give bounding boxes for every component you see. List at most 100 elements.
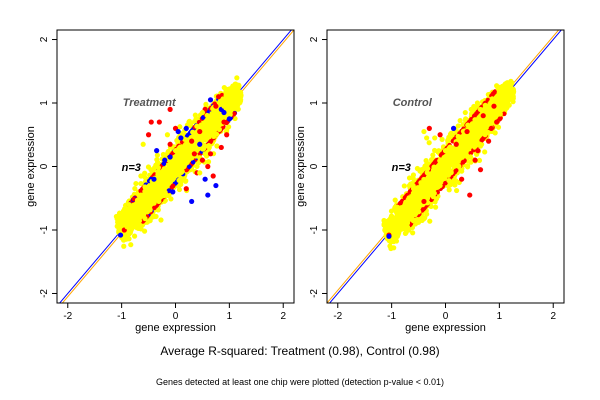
cloud-point xyxy=(507,95,513,101)
y-tick-label: -1 xyxy=(39,225,50,234)
cloud-point xyxy=(232,115,238,122)
data-point-blue xyxy=(202,176,208,182)
data-point-yellow xyxy=(448,170,454,176)
data-point-yellow xyxy=(432,135,438,141)
cloud-point xyxy=(502,107,508,113)
data-point-yellow xyxy=(143,208,149,214)
cloud-point xyxy=(148,186,154,192)
cloud-point xyxy=(473,121,479,128)
x-axis-label: gene expression xyxy=(135,322,216,334)
cloud-point xyxy=(159,183,165,189)
edge-point xyxy=(200,115,206,120)
cloud-point xyxy=(442,175,448,181)
cloud-point xyxy=(440,171,446,177)
data-point-red xyxy=(453,141,459,147)
series-yellow xyxy=(402,128,454,224)
cloud-point xyxy=(390,233,397,239)
data-point-yellow xyxy=(424,135,430,141)
data-point-yellow xyxy=(413,217,419,224)
data-point-blue xyxy=(117,232,124,238)
cloud-point xyxy=(232,86,238,92)
cloud-point xyxy=(136,202,143,208)
cloud-point xyxy=(446,177,452,184)
cloud-point xyxy=(494,106,500,112)
cloud-point xyxy=(402,207,408,213)
cloud-point xyxy=(176,146,182,152)
cloud-point xyxy=(424,165,431,172)
data-point-yellow xyxy=(424,211,430,217)
data-point-blue xyxy=(213,182,219,189)
cloud-point xyxy=(158,189,164,196)
y-axis-label: gene expression xyxy=(295,126,307,207)
edge-point xyxy=(479,138,485,143)
cloud-point xyxy=(464,163,471,169)
data-point-blue xyxy=(207,97,214,103)
cloud-point xyxy=(457,118,463,124)
cloud-point xyxy=(132,185,138,192)
cloud-point xyxy=(451,176,457,183)
data-point-red xyxy=(215,94,222,100)
data-point-blue xyxy=(170,189,176,195)
data-point-yellow xyxy=(178,176,184,182)
data-point-yellow xyxy=(410,182,416,189)
cloud-point xyxy=(150,191,157,197)
cloud-point xyxy=(452,182,458,188)
cloud-point xyxy=(175,138,181,144)
data-point-blue xyxy=(183,125,189,132)
cloud-point xyxy=(402,230,409,236)
cloud-point xyxy=(474,132,480,138)
cloud-point xyxy=(131,233,138,239)
cloud-point xyxy=(401,183,407,189)
cloud-point xyxy=(177,169,183,175)
cloud-point xyxy=(194,123,200,129)
x-tick-label: -1 xyxy=(117,311,126,322)
cloud-point xyxy=(388,215,394,221)
cloud-point xyxy=(165,174,171,180)
x-tick-label: 1 xyxy=(227,311,233,322)
cloud-point xyxy=(126,201,132,208)
cloud-point xyxy=(468,139,474,145)
edge-point xyxy=(190,159,196,165)
cloud-point xyxy=(234,75,240,81)
cloud-point xyxy=(458,142,464,148)
data-point-yellow xyxy=(445,151,451,157)
y-tick-label: 2 xyxy=(39,36,50,42)
cloud-point xyxy=(168,160,174,166)
data-point-red xyxy=(485,138,492,144)
cloud-point xyxy=(225,101,231,107)
x-tick-label: 2 xyxy=(550,311,556,322)
data-point-red xyxy=(156,119,162,125)
cloud-point xyxy=(465,143,471,150)
cloud-point xyxy=(171,154,177,160)
cloud-point xyxy=(476,126,482,133)
y-tick-label: 0 xyxy=(39,163,50,169)
cloud-point xyxy=(477,120,483,126)
cloud-point xyxy=(411,202,417,209)
cloud-point xyxy=(193,146,199,152)
data-point-yellow xyxy=(156,195,162,201)
data-point-blue xyxy=(178,135,184,141)
cloud-point xyxy=(142,215,148,222)
cloud-point xyxy=(213,117,219,123)
cloud-point xyxy=(427,191,433,197)
data-point-red xyxy=(183,186,189,192)
x-tick-label: 2 xyxy=(280,311,286,322)
cloud-point xyxy=(390,219,396,225)
cloud-point xyxy=(461,139,468,145)
scatter-panel-2: -2 -1 0 1 2 -2 -1 0 1 2 gene expression gene expres… xyxy=(295,29,565,334)
cloud-point xyxy=(488,117,494,123)
x-tick-label: 0 xyxy=(443,311,449,322)
cloud-point xyxy=(495,124,502,130)
cloud-point xyxy=(189,155,195,161)
cloud-point xyxy=(153,213,159,220)
series-yellow xyxy=(124,103,227,230)
cloud-point xyxy=(116,215,122,221)
cloud-point xyxy=(503,101,509,107)
cloud-point xyxy=(432,147,438,154)
cloud-point xyxy=(433,178,439,184)
data-point-red xyxy=(221,119,227,125)
cloud-point xyxy=(154,157,160,163)
cloud-point xyxy=(201,145,207,151)
cloud-point xyxy=(505,84,511,91)
cloud-point xyxy=(236,82,242,88)
